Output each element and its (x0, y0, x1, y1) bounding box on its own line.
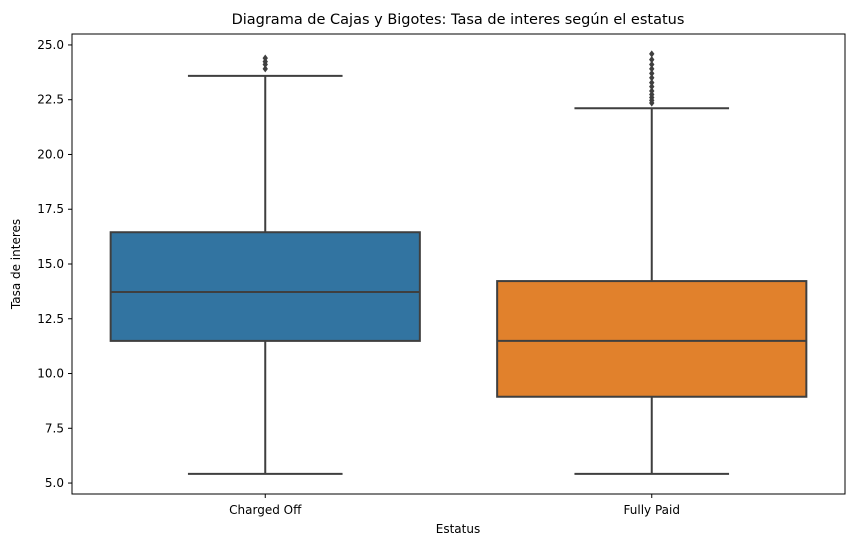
outlier-point (649, 74, 655, 82)
y-axis-title: Tasa de interes (9, 219, 23, 310)
y-tick-label: 7.5 (45, 421, 64, 435)
x-axis-title: Estatus (436, 522, 480, 536)
outlier-point (649, 65, 655, 73)
outlier-point (649, 60, 655, 69)
y-tick-label: 12.5 (37, 312, 64, 326)
y-axis: 5.0 7.5 10.0 12.5 15.0 17.5 20.0 22.5 25.0 (37, 38, 72, 490)
y-tick-label: 5.0 (45, 476, 64, 490)
x-axis: Charged Off Fully Paid (229, 494, 680, 517)
chart-title: Diagrama de Cajas y Bigotes: Tasa de int… (232, 12, 685, 28)
x-tick-label: Fully Paid (624, 503, 680, 517)
y-tick-label: 15.0 (37, 257, 64, 271)
outlier-point (649, 69, 655, 78)
outlier-point (649, 56, 655, 64)
y-tick-label: 20.0 (37, 147, 64, 161)
y-tick-label: 10.0 (37, 367, 64, 381)
y-tick-label: 25.0 (37, 38, 64, 52)
outlier-point (649, 87, 655, 95)
plot-area (71, 33, 846, 495)
outlier-point (649, 50, 655, 58)
y-tick-label: 17.5 (37, 202, 64, 216)
outlier-point (262, 65, 268, 73)
outlier-point (262, 54, 268, 62)
iqr-box (109, 231, 421, 342)
x-tick-label: Charged Off (229, 503, 302, 517)
outlier-point (649, 79, 655, 87)
box-group (109, 54, 421, 475)
iqr-box (496, 280, 808, 398)
outlier-point (649, 82, 655, 91)
box-group (496, 50, 808, 475)
y-tick-label: 22.5 (37, 93, 64, 107)
